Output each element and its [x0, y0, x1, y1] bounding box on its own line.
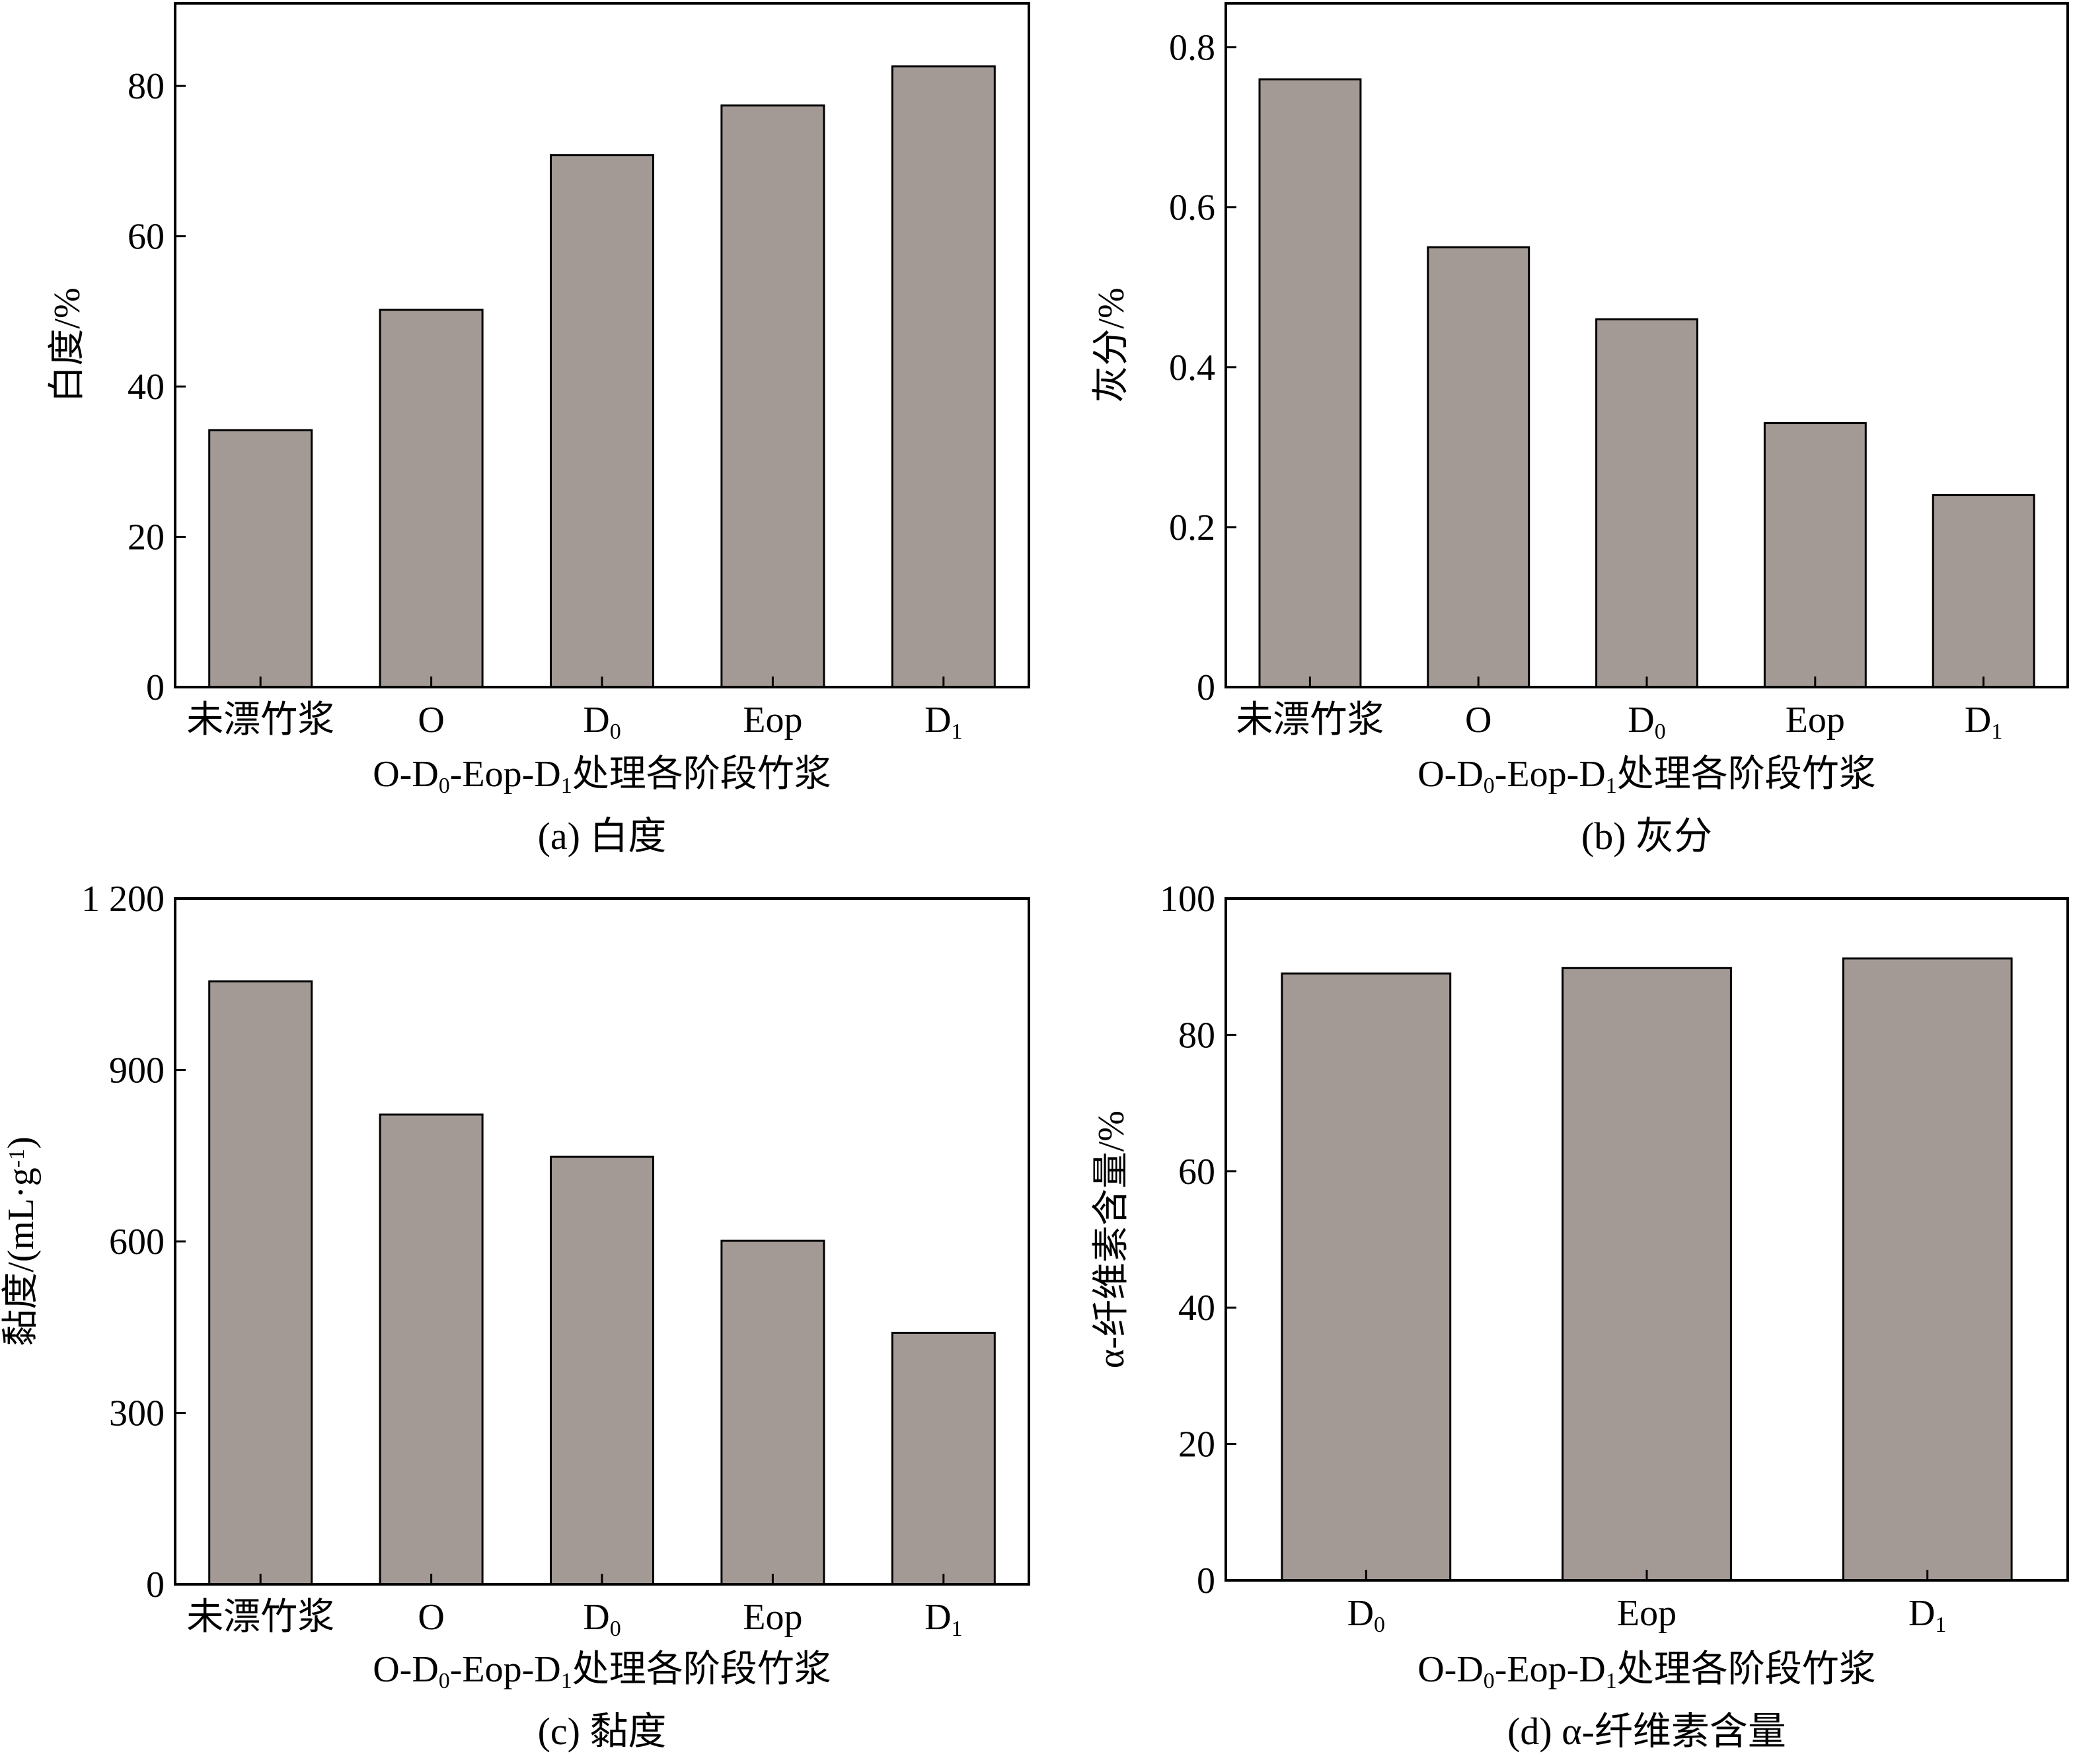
- category-label-b-0: 未漂竹浆: [1236, 700, 1384, 741]
- x-axis-title-d: O-D0-Eop-D1处理各阶段竹浆: [1417, 1649, 1876, 1693]
- y-tick-label-c-2: 600: [109, 1222, 165, 1263]
- y-tick-label-b-2: 0.4: [1169, 348, 1215, 388]
- y-axis-title-a: 白度/%: [47, 287, 88, 402]
- panel-caption-b: (b) 灰分: [1581, 815, 1712, 858]
- bar-b-2: [1595, 318, 1699, 688]
- category-label-a-2: D0: [583, 700, 621, 744]
- y-tick-label-c-0: 0: [146, 1564, 165, 1605]
- category-label-c-3: Eop: [743, 1597, 802, 1638]
- category-label-d-2: D1: [1908, 1593, 1946, 1637]
- chart-panel-d: 0 20 40 60 80 100 D0 Eop D1 O-D0-Eop-D1处理各阶段竹浆 α-纤…: [1091, 879, 2069, 1753]
- bar-c-2: [550, 1156, 654, 1586]
- bar-a-0: [208, 429, 313, 688]
- category-label-a-3: Eop: [743, 700, 802, 741]
- bar-d-2: [1842, 957, 2013, 1582]
- y-tick-label-c-1: 300: [109, 1393, 165, 1434]
- category-label-c-1: O: [418, 1597, 444, 1638]
- category-label-a-4: D1: [924, 700, 962, 744]
- chart-panel-b: 0 0.2 0.4 0.6 0.8 未漂竹浆 O D0 Eop D1 O-D0-Eop-D1处理各阶…: [1091, 2, 2069, 858]
- y-tick-label-d-0: 0: [1197, 1561, 1215, 1601]
- category-label-c-2: D0: [583, 1597, 621, 1641]
- bar-b-0: [1258, 78, 1362, 688]
- bar-a-2: [550, 154, 654, 688]
- category-label-b-3: Eop: [1786, 700, 1845, 741]
- bar-d-1: [1562, 967, 1732, 1582]
- panel-caption-c: (c) 黏度: [538, 1710, 667, 1753]
- y-tick-label-a-2: 40: [128, 367, 165, 408]
- bar-a-4: [891, 65, 996, 688]
- y-tick-label-c-3: 900: [109, 1050, 165, 1091]
- category-label-d-1: Eop: [1617, 1593, 1677, 1634]
- y-tick-label-d-1: 20: [1178, 1424, 1215, 1465]
- y-tick-label-b-4: 0.8: [1169, 28, 1215, 69]
- bar-c-4: [891, 1331, 996, 1586]
- bar-d-0: [1281, 973, 1452, 1582]
- y-axis-title-b: 灰分/%: [1091, 287, 1132, 402]
- y-tick-label-c-4: 1 200: [81, 879, 165, 920]
- bar-a-1: [379, 309, 484, 688]
- x-axis-title-a: O-D0-Eop-D1处理各阶段竹浆: [373, 754, 831, 798]
- y-tick-label-b-1: 0.2: [1169, 507, 1215, 548]
- category-label-d-0: D0: [1347, 1593, 1385, 1637]
- bar-c-3: [720, 1239, 825, 1586]
- bar-a-3: [720, 104, 825, 688]
- panel-caption-d: (d) α-纤维素含量: [1507, 1710, 1786, 1753]
- bar-b-4: [1932, 494, 2035, 688]
- y-tick-label-b-3: 0.6: [1169, 188, 1215, 229]
- chart-panel-c: 0 300 600 900 1 200 未漂竹浆 O D0 Eop D1 O-D0-Eop-D1处理…: [1, 879, 1030, 1753]
- y-tick-label-d-4: 80: [1178, 1015, 1215, 1056]
- y-tick-label-d-3: 60: [1178, 1152, 1215, 1193]
- bar-b-3: [1763, 422, 1867, 688]
- chart-panel-a: 0 20 40 60 80 未漂竹浆 O D0 Eop D1 O-D0-Eop-D1处理各阶段竹浆 白…: [47, 2, 1030, 858]
- x-axis-title-b: O-D0-Eop-D1处理各阶段竹浆: [1417, 754, 1876, 798]
- category-label-b-1: O: [1465, 700, 1491, 741]
- bar-c-1: [379, 1113, 484, 1586]
- category-label-c-4: D1: [924, 1597, 962, 1641]
- category-label-c-0: 未漂竹浆: [186, 1597, 334, 1638]
- y-tick-label-a-1: 20: [128, 517, 165, 558]
- y-tick-label-a-3: 60: [128, 217, 165, 258]
- x-axis-title-c: O-D0-Eop-D1处理各阶段竹浆: [373, 1649, 831, 1693]
- bar-c-0: [208, 980, 313, 1586]
- category-label-a-0: 未漂竹浆: [186, 700, 334, 741]
- y-axis-title-c: 黏度/(mL·g-1): [1, 1136, 42, 1346]
- y-tick-label-a-4: 80: [128, 66, 165, 107]
- category-label-b-2: D0: [1628, 700, 1665, 744]
- category-label-b-4: D1: [1965, 700, 2002, 744]
- y-axis-title-d: α-纤维素含量/%: [1091, 1111, 1132, 1368]
- y-tick-label-a-0: 0: [146, 667, 165, 708]
- panel-caption-a: (a) 白度: [538, 815, 667, 858]
- y-tick-label-d-2: 40: [1178, 1288, 1215, 1329]
- y-tick-label-b-0: 0: [1197, 667, 1215, 708]
- category-label-a-1: O: [418, 700, 444, 741]
- y-tick-label-d-5: 100: [1160, 879, 1215, 920]
- bar-b-1: [1427, 246, 1530, 688]
